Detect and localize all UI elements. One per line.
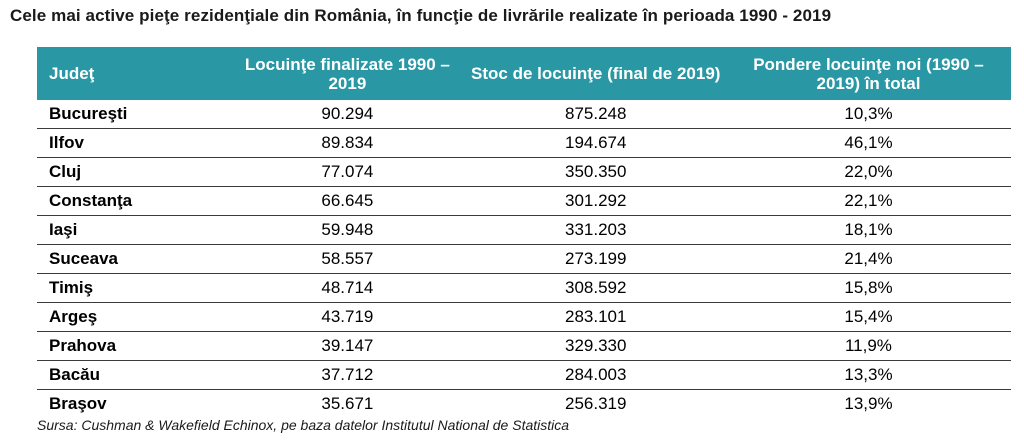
table-row: Braşov 35.671 256.319 13,9% — [37, 390, 1011, 419]
cell-judet: Cluj — [37, 157, 230, 187]
cell-stoc: 350.350 — [465, 157, 726, 187]
cell-stoc: 284.003 — [465, 360, 726, 390]
cell-pondere: 15,8% — [725, 273, 1011, 303]
cell-pondere: 21,4% — [725, 244, 1011, 274]
cell-judet: Iaşi — [37, 215, 230, 245]
residential-markets-table: Judeţ Locuinţe finalizate 1990 – 2019 St… — [37, 47, 1011, 418]
cell-finalizate: 48.714 — [229, 273, 466, 303]
cell-stoc: 331.203 — [465, 215, 726, 245]
cell-finalizate: 77.074 — [229, 157, 466, 187]
cell-pondere: 11,9% — [725, 331, 1011, 361]
table-row: Prahova 39.147 329.330 11,9% — [37, 331, 1011, 361]
cell-pondere: 10,3% — [725, 100, 1011, 129]
table-row: Cluj 77.074 350.350 22,0% — [37, 157, 1011, 187]
cell-stoc: 273.199 — [465, 244, 726, 274]
cell-pondere: 18,1% — [725, 215, 1011, 245]
cell-pondere: 22,0% — [725, 157, 1011, 187]
cell-stoc: 194.674 — [465, 128, 726, 158]
cell-pondere: 15,4% — [725, 302, 1011, 332]
cell-judet: Braşov — [49, 394, 107, 413]
table-row: Bacău 37.712 284.003 13,3% — [37, 360, 1011, 390]
document-title: Cele mai active pieţe rezidenţiale din R… — [10, 6, 832, 25]
cell-finalizate: 39.147 — [229, 331, 466, 361]
header-finalizate: Locuinţe finalizate 1990 – 2019 — [229, 47, 466, 100]
cell-judet: Timiş — [37, 273, 230, 303]
cell-stoc: 256.319 — [565, 394, 627, 413]
cell-finalizate: 35.671 — [321, 394, 374, 413]
cell-finalizate: 43.719 — [229, 302, 466, 332]
source-note: Sursa: Cushman & Wakefield Echinox, pe b… — [37, 417, 570, 433]
cell-finalizate: 89.834 — [229, 128, 466, 158]
cell-finalizate: 59.948 — [229, 215, 466, 245]
cell-pondere: 22,1% — [725, 186, 1011, 216]
table-body: Bucureşti 90.294 875.248 10,3% Ilfov 89.… — [37, 100, 1011, 418]
table-row: Timiş 48.714 308.592 15,8% — [37, 273, 1011, 303]
cell-pondere: 13,9% — [844, 394, 893, 413]
cell-finalizate: 90.294 — [229, 100, 466, 129]
header-pondere: Pondere locuinţe noi (1990 – 2019) în to… — [725, 47, 1011, 100]
cell-stoc: 301.292 — [465, 186, 726, 216]
cell-finalizate: 66.645 — [229, 186, 466, 216]
cell-finalizate: 58.557 — [229, 244, 466, 274]
header-stoc: Stoc de locuinţe (final de 2019) — [465, 47, 726, 100]
cell-stoc: 329.330 — [465, 331, 726, 361]
table-row: Argeş 43.719 283.101 15,4% — [37, 302, 1011, 332]
cell-judet: Argeş — [37, 302, 230, 332]
cell-stoc: 875.248 — [465, 100, 726, 129]
table-row: Iaşi 59.948 331.203 18,1% — [37, 215, 1011, 245]
cell-judet: Constanţa — [37, 186, 230, 216]
table-row: Ilfov 89.834 194.674 46,1% — [37, 128, 1011, 158]
table-row: Bucureşti 90.294 875.248 10,3% — [37, 100, 1011, 129]
cell-finalizate: 37.712 — [229, 360, 466, 390]
cell-judet: Bacău — [37, 360, 230, 390]
cell-stoc: 283.101 — [465, 302, 726, 332]
cell-stoc: 308.592 — [465, 273, 726, 303]
table-row: Constanţa 66.645 301.292 22,1% — [37, 186, 1011, 216]
table-row: Suceava 58.557 273.199 21,4% — [37, 244, 1011, 274]
cell-judet: Bucureşti — [37, 100, 230, 129]
cell-pondere: 13,3% — [725, 360, 1011, 390]
cell-judet: Suceava — [37, 244, 230, 274]
cell-judet: Prahova — [37, 331, 230, 361]
cell-judet: Ilfov — [37, 128, 230, 158]
table-header: Judeţ Locuinţe finalizate 1990 – 2019 St… — [37, 47, 1011, 100]
cell-pondere: 46,1% — [725, 128, 1011, 158]
header-row: Judeţ Locuinţe finalizate 1990 – 2019 St… — [37, 47, 1011, 100]
header-judet: Judeţ — [37, 47, 230, 100]
